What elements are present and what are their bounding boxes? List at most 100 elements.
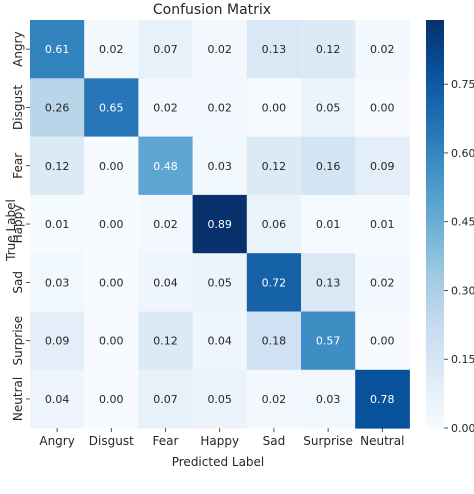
heatmap-cell xyxy=(192,369,248,429)
heatmap-cell xyxy=(84,136,139,196)
cell-value-label: 0.09 xyxy=(370,160,395,173)
heatmap-cell xyxy=(138,369,194,429)
y-axis-label: True Label xyxy=(4,199,18,262)
cell-value-label: 0.00 xyxy=(99,393,124,406)
heatmap-cells: 0.61 0.02 0.07 0.02 0.13 0.12 0.02 0.26 0.65 0.02… xyxy=(30,20,410,429)
cell-value-label: 0.48 xyxy=(153,160,178,173)
cell-value-label: 0.07 xyxy=(153,43,178,56)
heatmap-cell xyxy=(84,20,139,79)
heatmap-cell xyxy=(301,194,356,254)
heatmap-cell xyxy=(138,136,194,196)
cell-value-label: 0.02 xyxy=(262,393,287,406)
cell-value-label: 0.06 xyxy=(262,218,287,231)
cell-value-label: 0.89 xyxy=(207,218,232,231)
heatmap-cell xyxy=(30,311,85,371)
cell-value-label: 0.02 xyxy=(207,101,232,114)
cell-value-label: 0.02 xyxy=(370,276,395,289)
heatmap-cell xyxy=(30,369,85,429)
x-tick-label: Fear xyxy=(153,434,179,448)
cell-value-label: 0.05 xyxy=(207,393,232,406)
y-tick-label: Disgust xyxy=(11,85,25,130)
heatmap-cell xyxy=(84,194,139,254)
x-tick-label: Angry xyxy=(39,434,74,448)
cell-value-label: 0.00 xyxy=(262,101,287,114)
cell-value-label: 0.02 xyxy=(153,218,178,231)
heatmap-cell xyxy=(30,253,85,312)
cell-value-label: 0.02 xyxy=(153,101,178,114)
x-tick-label: Sad xyxy=(263,434,286,448)
cell-value-label: 0.00 xyxy=(99,335,124,348)
cell-value-label: 0.09 xyxy=(45,335,70,348)
cell-value-label: 0.12 xyxy=(45,160,70,173)
heatmap-cell xyxy=(30,78,85,138)
heatmap-cell xyxy=(192,253,248,312)
cell-value-label: 0.00 xyxy=(99,218,124,231)
heatmap-cell xyxy=(301,136,356,196)
heatmap-cell xyxy=(246,194,302,254)
heatmap-cell xyxy=(84,311,139,371)
heatmap-cell xyxy=(301,253,356,312)
x-axis-label: Predicted Label xyxy=(172,455,265,469)
heatmap-cell xyxy=(84,253,139,312)
heatmap-cell xyxy=(355,311,410,371)
heatmap-cell xyxy=(84,369,139,429)
cell-value-label: 0.04 xyxy=(207,335,232,348)
x-tick-label: Disgust xyxy=(89,434,134,448)
cell-value-label: 0.03 xyxy=(207,160,232,173)
heatmap-cell xyxy=(301,369,356,429)
colorbar-tick-label: 0.15 xyxy=(451,353,474,366)
colorbar-tick-label: 0.30 xyxy=(451,284,474,297)
cell-value-label: 0.01 xyxy=(370,218,395,231)
heatmap-cell xyxy=(355,136,410,196)
heatmap-cell xyxy=(84,78,139,138)
cell-value-label: 0.03 xyxy=(316,393,341,406)
heatmap-cell xyxy=(138,20,194,79)
heatmap-cell xyxy=(355,78,410,138)
cell-value-label: 0.12 xyxy=(262,160,287,173)
cell-value-label: 0.57 xyxy=(316,335,341,348)
heatmap-cell xyxy=(355,194,410,254)
heatmap-cell xyxy=(192,194,248,254)
cell-value-label: 0.00 xyxy=(99,276,124,289)
heatmap-cell xyxy=(192,136,248,196)
heatmap-cell xyxy=(301,20,356,79)
heatmap-cell xyxy=(138,311,194,371)
colorbar-tick-label: 0.00 xyxy=(451,422,474,435)
colorbar-tick-label: 0.45 xyxy=(451,216,474,229)
y-tick-label: Happy xyxy=(11,205,25,244)
cell-value-label: 0.18 xyxy=(262,335,287,348)
y-tick-label: Sad xyxy=(11,271,25,294)
heatmap-cell xyxy=(30,194,85,254)
heatmap-cell xyxy=(30,136,85,196)
y-tick-label: Surprise xyxy=(11,316,25,366)
x-axis-tick-labels: Angry Disgust Fear Happy Sad Surprise Neutral xyxy=(39,428,404,448)
heatmap-cell xyxy=(246,136,302,196)
cell-value-label: 0.04 xyxy=(45,393,70,406)
y-tick-label: Neutral xyxy=(11,377,25,421)
cell-value-label: 0.03 xyxy=(45,276,70,289)
heatmap-cell xyxy=(138,253,194,312)
y-tick-label: Fear xyxy=(11,153,25,179)
cell-value-label: 0.04 xyxy=(153,276,178,289)
heatmap-cell xyxy=(355,253,410,312)
heatmap-cell xyxy=(138,78,194,138)
heatmap-cell xyxy=(30,20,85,79)
cell-value-label: 0.65 xyxy=(99,101,124,114)
cell-value-label: 0.01 xyxy=(316,218,341,231)
cell-value-label: 0.16 xyxy=(316,160,341,173)
cell-value-label: 0.26 xyxy=(45,101,70,114)
heatmap-cell xyxy=(246,20,302,79)
cell-value-label: 0.02 xyxy=(370,43,395,56)
heatmap-cell xyxy=(192,311,248,371)
x-tick-label: Surprise xyxy=(303,434,353,448)
cell-value-label: 0.05 xyxy=(207,276,232,289)
y-axis-tick-labels: Angry Disgust Fear Happy Sad Surprise Neutral xyxy=(11,31,30,421)
heatmap-cell xyxy=(138,194,194,254)
x-tick-label: Neutral xyxy=(360,434,404,448)
cell-value-label: 0.12 xyxy=(153,335,178,348)
heatmap-cell xyxy=(246,253,302,312)
cell-value-label: 0.78 xyxy=(370,393,395,406)
heatmap-cell xyxy=(192,20,248,79)
chart-title: Confusion Matrix xyxy=(153,2,271,18)
